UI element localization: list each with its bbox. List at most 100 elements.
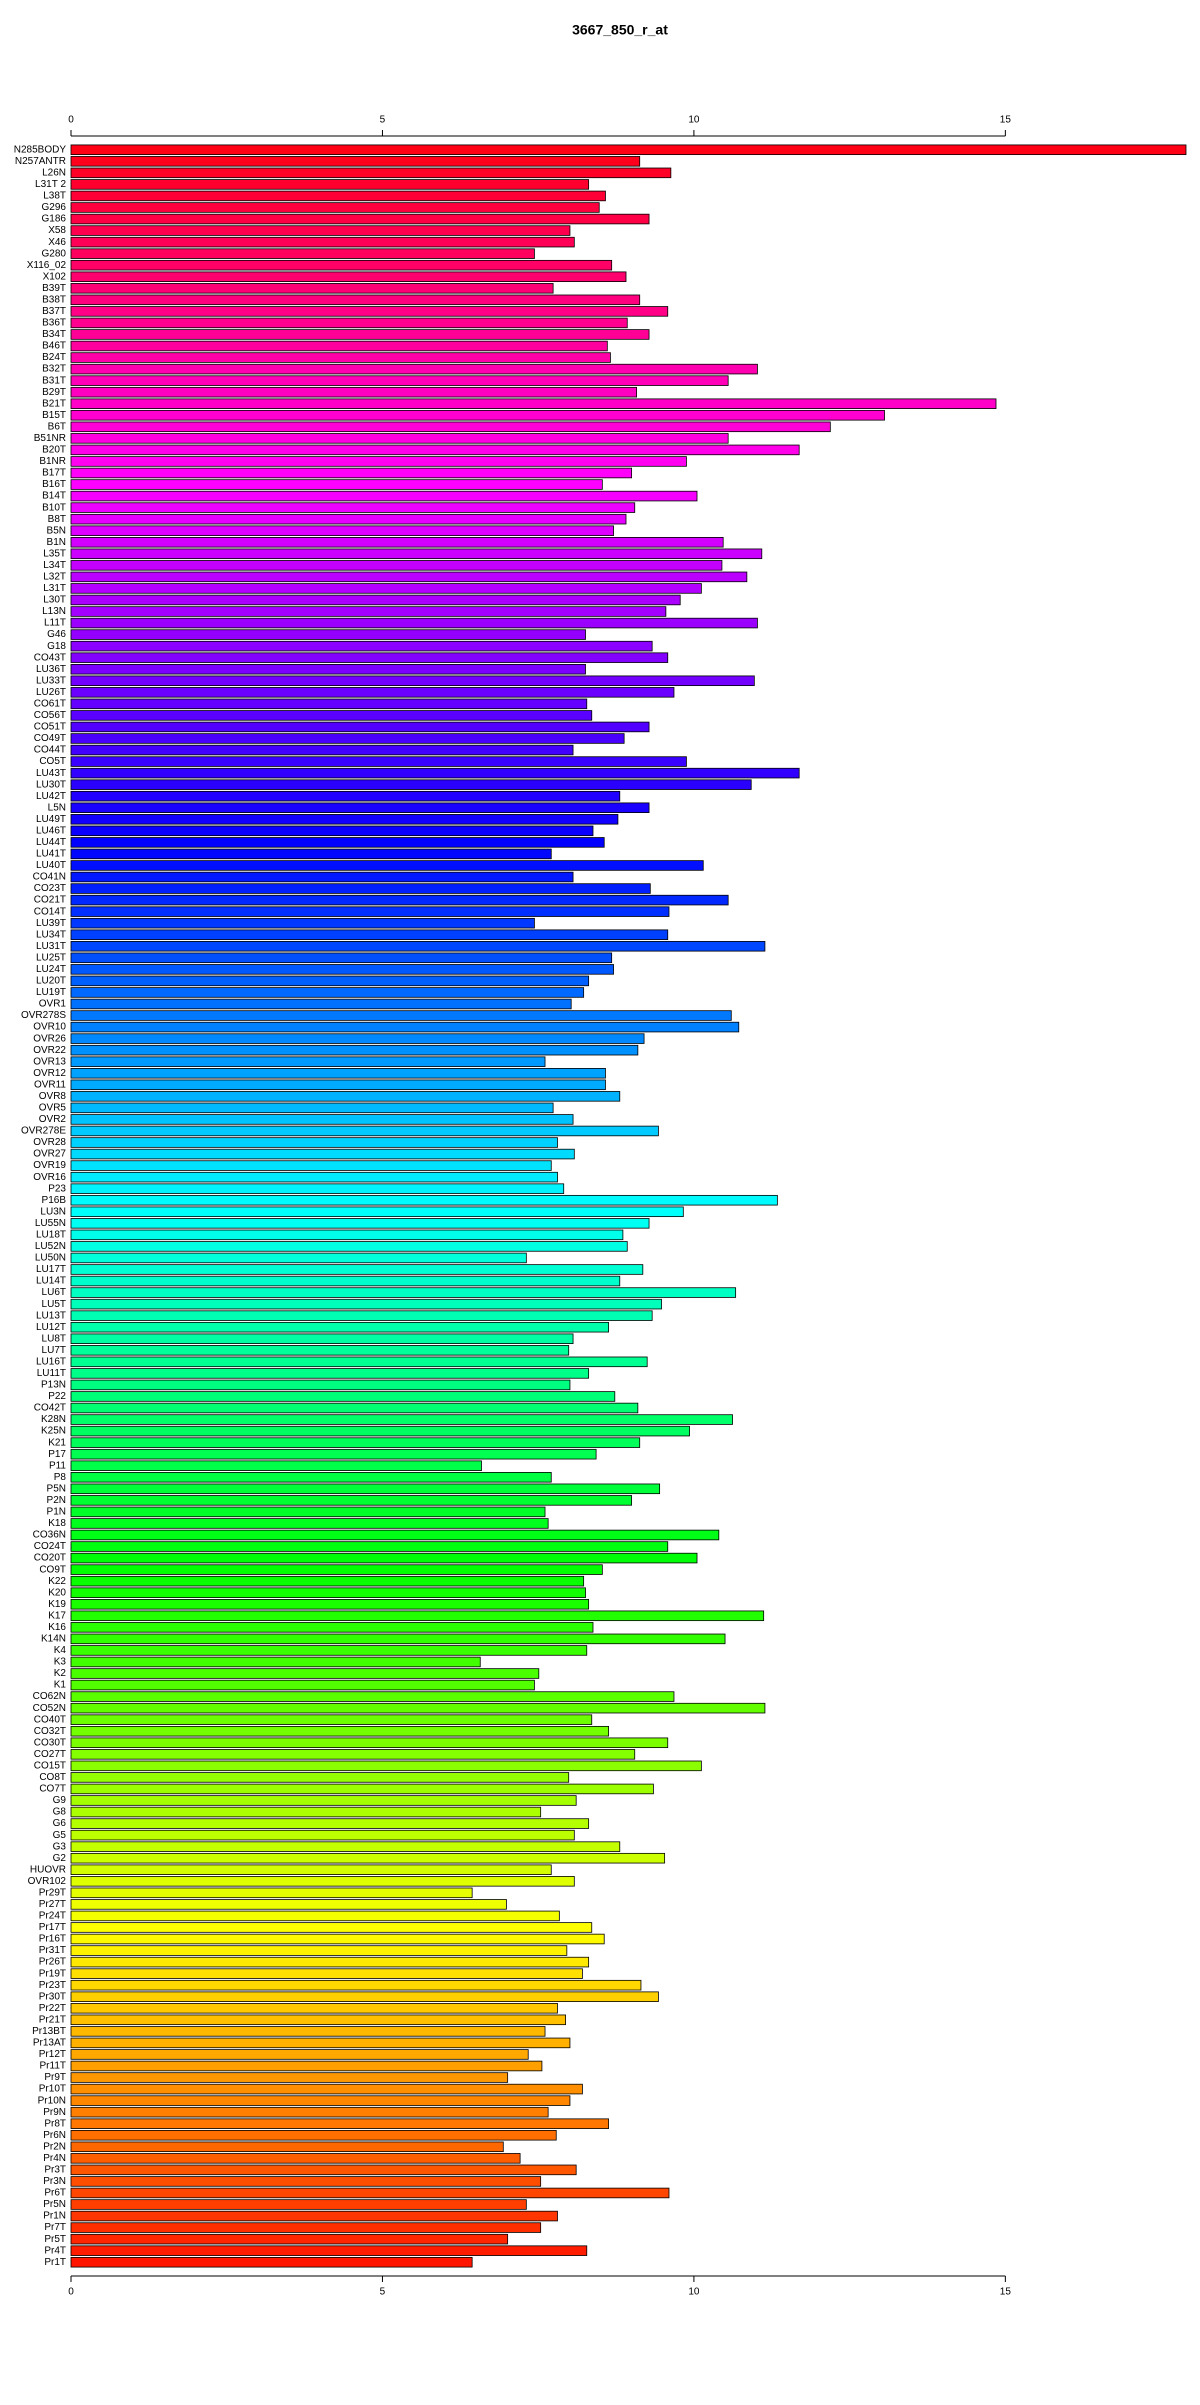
bar (70, 1241, 628, 1252)
y-tick-label: B37T (42, 306, 66, 317)
y-tick-label: LU39T (36, 918, 66, 929)
bar (70, 1575, 585, 1587)
y-tick-label: OVR5 (39, 1103, 67, 1114)
bar (70, 398, 997, 409)
bar (70, 1979, 642, 1991)
y-tick-label: Pr10N (38, 2095, 66, 2106)
bar (70, 929, 669, 940)
bar (70, 594, 681, 606)
bar (70, 1622, 594, 1633)
bar (70, 687, 675, 698)
y-tick-label: B14T (42, 491, 66, 502)
bar (70, 2095, 571, 2106)
y-tick-label: LU19T (36, 987, 66, 998)
y-tick-label: CO5T (39, 756, 66, 767)
y-tick-label: K17 (48, 1610, 66, 1621)
y-tick-label: K28N (41, 1414, 66, 1425)
bar (70, 1102, 554, 1114)
bar (70, 2118, 609, 2129)
bar (70, 1264, 644, 1275)
bar (70, 213, 650, 225)
y-tick-label: LU44T (36, 837, 66, 848)
bar (70, 2141, 504, 2153)
y-tick-label: LU14T (36, 1276, 66, 1287)
y-tick-label: B6T (48, 421, 66, 432)
y-tick-label: Pr29T (39, 1887, 66, 1898)
y-tick-label: CO23T (34, 883, 66, 894)
y-tick-label: LU31T (36, 941, 66, 952)
bar (70, 560, 723, 571)
bar (70, 225, 571, 236)
y-tick-label: L11T (44, 618, 66, 629)
x-tick-label: 5 (380, 2287, 386, 2298)
y-tick-label: L38T (43, 191, 66, 202)
bar (70, 1472, 552, 1483)
y-tick-label: G2 (53, 1853, 67, 1864)
bar (70, 1437, 641, 1448)
bar (70, 1806, 542, 1818)
bar (70, 1599, 590, 1610)
y-tick-label: CO40T (34, 1714, 66, 1725)
y-tick-label: K3 (54, 1657, 67, 1668)
bar (70, 259, 613, 271)
bar (70, 1772, 570, 1783)
bar (70, 2245, 588, 2256)
bar (70, 1633, 726, 1645)
y-tick-label: CO7T (39, 1784, 66, 1795)
y-tick-label: Pr5T (44, 2234, 66, 2245)
bar (70, 1368, 590, 1379)
y-tick-label: LU11T (37, 1368, 66, 1379)
y-tick-label: K18 (48, 1518, 66, 1529)
bar (70, 167, 672, 179)
y-tick-label: G5 (53, 1830, 67, 1841)
y-tick-label: G8 (53, 1807, 67, 1818)
y-tick-label: L26N (42, 167, 66, 178)
y-tick-label: OVR26 (33, 1033, 66, 1044)
bar (70, 410, 885, 421)
bar (70, 1414, 733, 1425)
bar (70, 1945, 568, 1956)
bar (70, 1818, 590, 1829)
y-tick-label: Pr11T (40, 2061, 67, 2072)
y-tick-label: CO9T (39, 1564, 66, 1575)
bar (70, 606, 667, 617)
bar (70, 1460, 482, 1471)
y-tick-label: L35T (43, 548, 66, 559)
bar (70, 1714, 593, 1725)
y-tick-label: CO32T (34, 1726, 66, 1737)
y-tick-label: K14N (41, 1634, 66, 1645)
bar (70, 2164, 577, 2176)
y-tick-label: LU46T (36, 825, 66, 836)
bar (70, 941, 766, 952)
y-tick-label: OVR11 (34, 1079, 66, 1090)
y-tick-label: CO51T (34, 722, 66, 733)
bar (70, 1552, 698, 1564)
bar (70, 1852, 666, 1864)
y-tick-label: LU55N (35, 1218, 66, 1229)
y-tick-label: CO41N (33, 872, 66, 883)
bar (70, 363, 758, 375)
y-tick-label: LU8T (42, 1333, 66, 1344)
y-tick-label: B15T (42, 410, 66, 421)
y-tick-label: OVR12 (33, 1068, 66, 1079)
bar (70, 1425, 690, 1437)
bar (70, 1160, 552, 1171)
bar (70, 652, 669, 663)
y-tick-label: X116_02 (27, 260, 67, 271)
y-tick-label: Pr9N (43, 2107, 66, 2118)
y-tick-label: P17 (48, 1449, 66, 1460)
y-tick-label: G280 (42, 248, 67, 259)
bar (70, 998, 572, 1010)
y-tick-label: B1N (47, 537, 66, 548)
y-tick-label: Pr10T (39, 2084, 66, 2095)
y-tick-label: OVR102 (28, 1876, 67, 1887)
bar (70, 1679, 535, 1691)
y-tick-label: N285BODY (14, 144, 67, 155)
bar (70, 2037, 571, 2049)
bar (70, 1864, 552, 1875)
bar (70, 571, 748, 583)
bar (70, 837, 605, 848)
y-tick-label: K16 (48, 1622, 66, 1633)
y-tick-label: LU40T (36, 860, 66, 871)
